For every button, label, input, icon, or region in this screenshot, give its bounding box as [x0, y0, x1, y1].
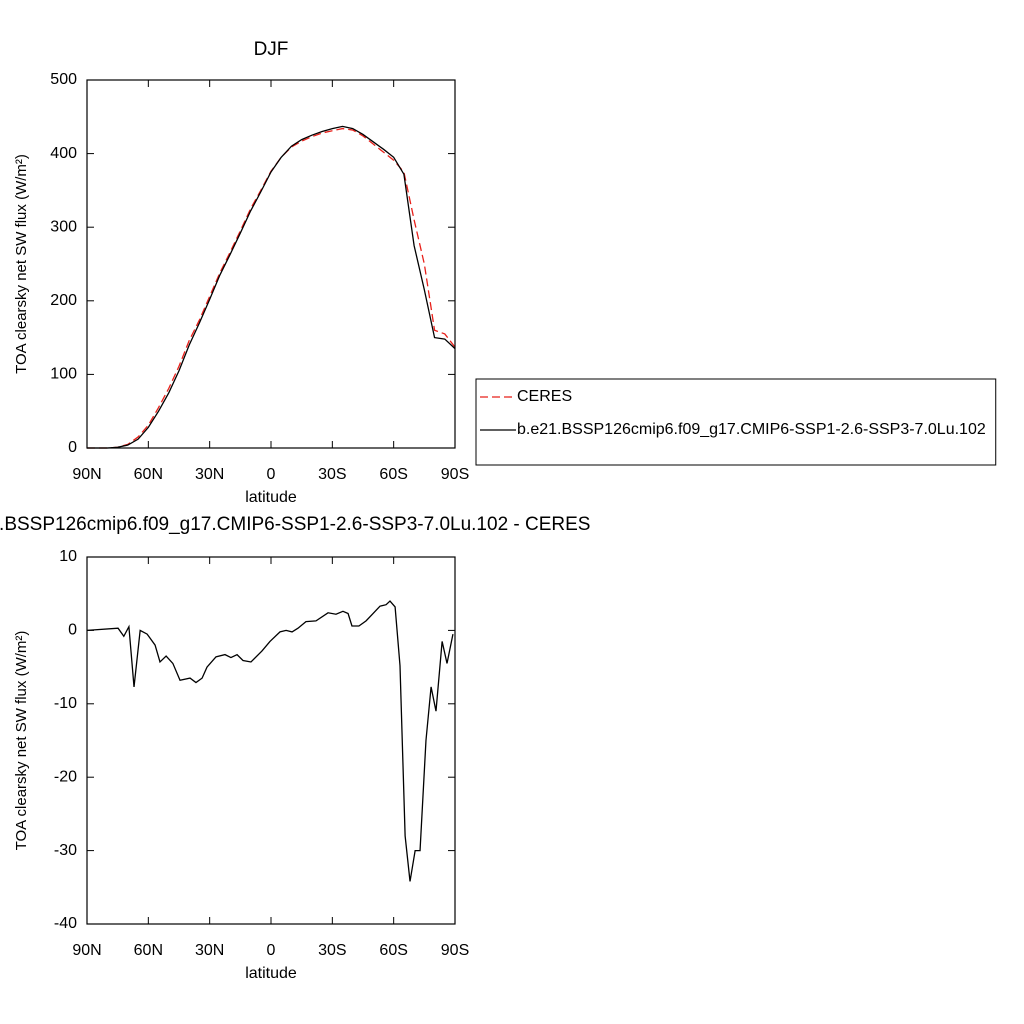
x-tick-label: 30N — [195, 466, 224, 483]
y-axis-label: TOA clearsky net SW flux (W/m²) — [13, 154, 30, 374]
y-tick-label: -30 — [54, 842, 77, 859]
chart-title: DJF — [254, 39, 289, 60]
y-tick-label: -10 — [54, 695, 77, 712]
y-tick-label: 200 — [50, 292, 77, 309]
y-tick-label: 300 — [50, 218, 77, 235]
x-tick-label: 90N — [72, 942, 101, 959]
y-tick-label: 0 — [68, 622, 77, 639]
y-tick-label: 100 — [50, 366, 77, 383]
plot-frame — [86, 556, 456, 925]
data-line — [87, 125, 456, 449]
legend: CERES b.e21.BSSP126cmip6.f09_g17.CMIP6-SS… — [475, 378, 997, 466]
y-tick-label: 0 — [68, 439, 77, 456]
y-tick-label: -40 — [54, 915, 77, 932]
x-tick-label: 0 — [267, 466, 276, 483]
x-axis-label: latitude — [245, 965, 297, 982]
x-tick-label: 60N — [134, 466, 163, 483]
legend-frame — [475, 378, 997, 466]
x-tick-label: 0 — [267, 942, 276, 959]
y-axis-label: TOA clearsky net SW flux (W/m²) — [13, 631, 30, 851]
x-tick-label: 60S — [379, 466, 407, 483]
chart-title: b.e21.BSSP126cmip6.f09_g17.CMIP6-SSP1-2.… — [0, 514, 590, 535]
y-tick-label: -20 — [54, 768, 77, 785]
legend-label: CERES — [517, 388, 572, 405]
x-tick-label: 60N — [134, 942, 163, 959]
legend-label: b.e21.BSSP126cmip6.f09_g17.CMIP6-SSP1-2.… — [517, 421, 986, 438]
x-tick-label: 30N — [195, 942, 224, 959]
x-tick-label: 90S — [441, 466, 469, 483]
y-tick-label: 400 — [50, 145, 77, 162]
y-tick-label: 10 — [59, 548, 77, 565]
x-tick-label: 90S — [441, 942, 469, 959]
x-tick-label: 30S — [318, 466, 346, 483]
plot-frame — [86, 79, 456, 449]
data-line — [86, 600, 454, 882]
x-tick-label: 60S — [379, 942, 407, 959]
x-axis-label: latitude — [245, 489, 297, 506]
data-line — [87, 127, 456, 449]
x-tick-label: 30S — [318, 942, 346, 959]
y-tick-label: 500 — [50, 71, 77, 88]
x-tick-label: 90N — [72, 466, 101, 483]
